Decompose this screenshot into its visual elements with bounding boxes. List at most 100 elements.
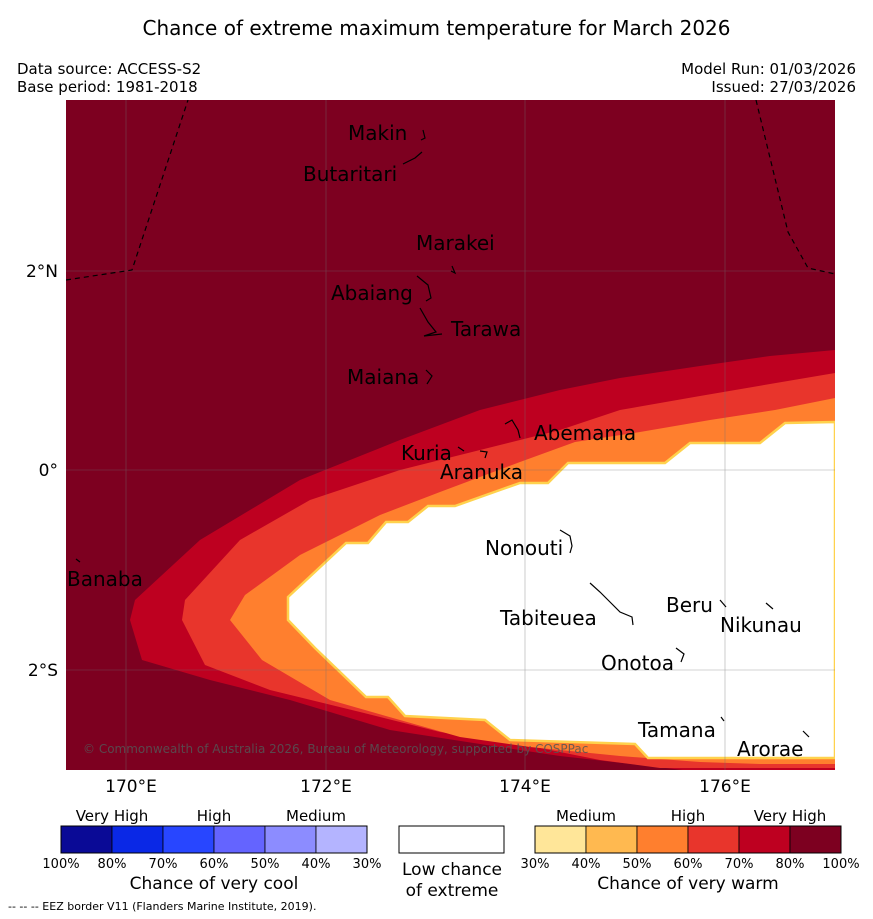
place-labels: Makin Butaritari Marakei Abaiang Tarawa … (67, 121, 803, 761)
nikunau-island (765, 602, 774, 610)
place-label: Butaritari (303, 162, 397, 186)
place-label: Kuria (401, 441, 452, 465)
chart-title: Chance of extreme maximum temperature fo… (142, 16, 731, 40)
eez-border (66, 100, 835, 281)
cool-tick: 30% (353, 857, 382, 872)
lon-label: 176°E (699, 777, 751, 797)
warm-swatch (534, 825, 587, 854)
eez-footnote: -- -- -- EEZ border V11 (Flanders Marine… (8, 900, 317, 913)
lat-label: 0° (39, 461, 58, 481)
warm-tick: 60% (674, 857, 703, 872)
lon-label: 174°E (499, 777, 551, 797)
warm-swatch (585, 825, 638, 854)
maiana-island (425, 369, 433, 385)
warm-tick-labels: 30% 40% 50% 60% 70% 80% 100% (521, 857, 860, 872)
cool-colorbar (60, 825, 368, 854)
warm-tick: 80% (776, 857, 805, 872)
place-label: Nikunau (720, 613, 802, 637)
place-label: Beru (666, 593, 713, 617)
cool-category: Very High (76, 807, 149, 825)
place-label: Tarawa (450, 317, 521, 341)
island-outlines (75, 129, 810, 738)
place-label: Banaba (67, 567, 143, 591)
place-label: Onotoa (601, 651, 674, 675)
neutral-label-line2: of extreme (406, 881, 499, 901)
cool-category-labels: Very High High Medium (76, 807, 346, 825)
base-period: Base period: 1981-2018 (17, 78, 198, 96)
cool-colorbar-frame (60, 825, 368, 854)
abemama-island (504, 419, 521, 439)
warm-swatch (789, 825, 842, 854)
low-chance-swatch (398, 825, 505, 854)
copyright-notice: © Commonwealth of Australia 2026, Bureau… (83, 742, 588, 756)
lon-label: 170°E (105, 777, 157, 797)
place-label: Makin (348, 121, 407, 145)
place-label: Maiana (347, 365, 419, 389)
warm-tick: 70% (725, 857, 754, 872)
place-label: Tamana (637, 718, 716, 742)
abaiang-island (416, 275, 432, 302)
place-label: Tabiteuea (499, 606, 597, 630)
cool-swatch (162, 825, 215, 854)
lat-label: 2°N (26, 262, 58, 282)
lat-label: 2°S (28, 661, 58, 681)
warm-category: Very High (754, 807, 827, 825)
place-label: Abemama (534, 421, 636, 445)
cool-swatch (213, 825, 266, 854)
cool-tick-labels: 100% 80% 70% 60% 50% 40% 30% (42, 857, 381, 872)
probability-field: Makin Butaritari Marakei Abaiang Tarawa … (66, 100, 835, 770)
place-label: Abaiang (331, 281, 413, 305)
cool-category: High (197, 807, 231, 825)
issued-date: Issued: 27/03/2026 (711, 78, 856, 96)
cool-tick: 80% (98, 857, 127, 872)
neutral-label-line1: Low chance (402, 860, 502, 880)
place-label: Arorae (737, 737, 803, 761)
cool-tick: 100% (42, 857, 79, 872)
marakei-island (450, 265, 457, 275)
cool-tick: 40% (302, 857, 331, 872)
warm-category: Medium (556, 807, 616, 825)
warm-tick: 50% (623, 857, 652, 872)
warm-colorbar (534, 825, 842, 854)
place-label: Marakei (416, 231, 495, 255)
warm-swatch (687, 825, 740, 854)
makin-island (420, 129, 426, 141)
onotoa-island (675, 647, 685, 663)
aranuka-island (479, 450, 488, 459)
cool-legend-title: Chance of very cool (130, 874, 299, 894)
place-label: Aranuka (440, 460, 523, 484)
tamana-island (720, 716, 725, 722)
warm-legend: Medium High Very High 30% 40% 50% 60% 70… (521, 807, 860, 894)
tabiteuea-island (589, 582, 634, 626)
model-run: Model Run: 01/03/2026 (681, 60, 856, 78)
cool-swatch (60, 825, 113, 854)
warm-colorbar-frame (534, 825, 842, 854)
neutral-legend: Low chance of extreme (398, 825, 505, 901)
warm-swatch (636, 825, 689, 854)
warm-category-labels: Medium High Very High (556, 807, 826, 825)
graticule (66, 100, 835, 770)
cool-legend: Very High High Medium 100% 80% 70% 60% 5… (42, 807, 381, 894)
cool-tick: 70% (149, 857, 178, 872)
cool-tick: 50% (251, 857, 280, 872)
axis-labels: 170°E 172°E 174°E 176°E 2°N 0° 2°S (26, 262, 751, 797)
kuria-island (457, 446, 465, 452)
warm-swatch (738, 825, 791, 854)
warm-category: High (671, 807, 705, 825)
warm-legend-title: Chance of very warm (597, 874, 778, 894)
beru-island (719, 599, 727, 608)
cool-swatch (264, 825, 317, 854)
nonouti-island (559, 529, 573, 554)
lon-label: 172°E (300, 777, 352, 797)
data-source: Data source: ACCESS-S2 (17, 60, 202, 78)
cool-category: Medium (286, 807, 346, 825)
cool-swatch (111, 825, 164, 854)
place-label: Nonouti (485, 536, 563, 560)
warm-tick: 100% (822, 857, 859, 872)
cool-swatch (315, 825, 368, 854)
arorae-island (802, 730, 810, 738)
butaritari-island (402, 151, 423, 165)
warm-tick: 40% (572, 857, 601, 872)
warm-tick: 30% (521, 857, 550, 872)
